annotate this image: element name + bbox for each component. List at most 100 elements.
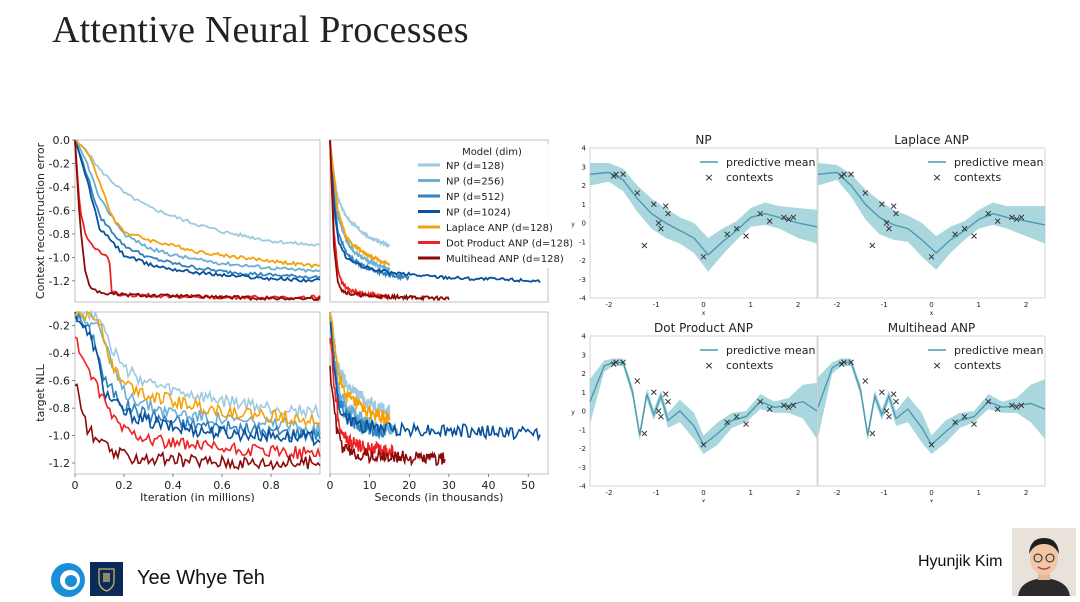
x-tick-label: 30 [442,479,456,492]
context-point [928,253,935,260]
context-point [641,430,648,437]
context-point [613,359,619,366]
y-tick-label: 4 [582,333,587,341]
legend-mean-label: predictive mean [726,344,815,357]
x-tick-label: -2 [833,489,840,497]
y-axis-label: Context reconstruction error [34,142,47,299]
context-point [879,389,885,396]
panel-bottom-right: 0 10 20 30 40 50 Seconds (in thousands) [327,311,549,502]
legend-context-label: contexts [954,359,1001,372]
context-point [781,214,787,221]
y-tick-label: -0.6 [49,204,70,217]
series-line-multihead [329,365,446,467]
series-line-np256 [329,140,391,274]
context-point [724,231,730,238]
predictive-mean-line [817,361,1046,446]
y-tick-label: -1.2 [49,275,70,288]
x-axis-label: x [702,498,706,502]
context-point [971,421,977,427]
y-tick-label: 0 [582,408,586,416]
context-point [634,190,641,196]
context-point [658,225,664,232]
panel-prediction-dot: Dot Product ANP predictive mean × contexts -… [571,321,818,502]
context-point [841,171,847,178]
y-tick-label: -0.8 [49,228,70,241]
context-point [700,441,707,448]
context-point [841,359,847,366]
context-point [869,242,876,249]
series-line-multihead [329,139,450,302]
x-tick-label: 1 [977,301,981,309]
legend-context-marker: × [932,359,941,372]
series-line-np128 [74,308,321,420]
y-tick-label: -0.2 [49,320,70,333]
context-point [724,419,730,426]
context-point [757,398,764,405]
context-point [743,233,749,239]
y-axis-label: target NLL [34,363,47,421]
series-line-np1024 [74,311,321,447]
y-tick-label: 4 [582,145,587,153]
y-axis-label: y [571,221,575,228]
legend: Model (dim) NP (d=128) NP (d=256) NP (d=512… [412,144,572,268]
x-tick-label: 2 [796,301,800,309]
context-point [1018,214,1025,221]
legend-label: NP (d=256) [446,177,504,188]
context-point [733,225,740,232]
context-point [961,413,968,420]
speaker-photo [1012,528,1076,596]
x-tick-label: 1 [749,301,753,309]
x-tick-label: 10 [363,479,377,492]
context-point [766,218,773,224]
predictive-mean-line [817,171,1046,254]
series-line-np512 [74,312,321,443]
series-line-np512 [74,140,321,280]
legend-mean-label: predictive mean [954,344,1043,357]
y-tick-label: 3 [582,351,586,359]
series-line-np512 [329,139,410,282]
panel-title: Multihead ANP [888,321,976,335]
x-tick-label: -2 [833,301,840,309]
context-point [766,406,773,412]
plot-frame [74,139,321,303]
context-point [655,220,662,226]
context-point [994,218,1001,224]
context-point [886,413,892,420]
context-point [994,406,1001,412]
context-point [883,408,890,414]
y-tick-label: -0.4 [49,347,70,360]
legend-context-label: contexts [726,359,773,372]
context-point [662,391,669,397]
y-tick-label: -3 [579,276,586,284]
x-tick-label: -1 [881,301,888,309]
legend-context-marker: × [932,171,941,184]
y-tick-label: -2 [579,257,586,265]
y-tick-label: -1 [579,426,586,434]
context-point [886,225,892,232]
x-tick-label: 0.2 [115,479,133,492]
context-point [952,231,958,238]
series-line-laplace [329,139,391,267]
y-tick-label: -4 [579,483,587,491]
legend-context-label: contexts [954,171,1001,184]
context-point [665,210,671,217]
y-tick-label: -0.2 [49,157,70,170]
context-point [790,214,797,221]
context-point [890,203,897,209]
y-tick-label: -1 [579,238,586,246]
x-tick-label: 0.8 [262,479,280,492]
context-point [985,210,992,217]
context-point [700,253,707,260]
x-axis-label: x [930,498,934,502]
deepmind-logo-icon [51,563,85,597]
series-line-multihead [74,383,321,471]
context-point [665,398,671,405]
context-point [757,210,764,217]
x-tick-label: 1 [977,489,981,497]
legend-context-marker: × [704,171,713,184]
context-point [613,171,619,178]
x-tick-label: 50 [521,479,535,492]
series-line-np1024 [74,139,321,283]
y-tick-label: -2 [579,445,586,453]
legend-mean-label: predictive mean [954,156,1043,169]
